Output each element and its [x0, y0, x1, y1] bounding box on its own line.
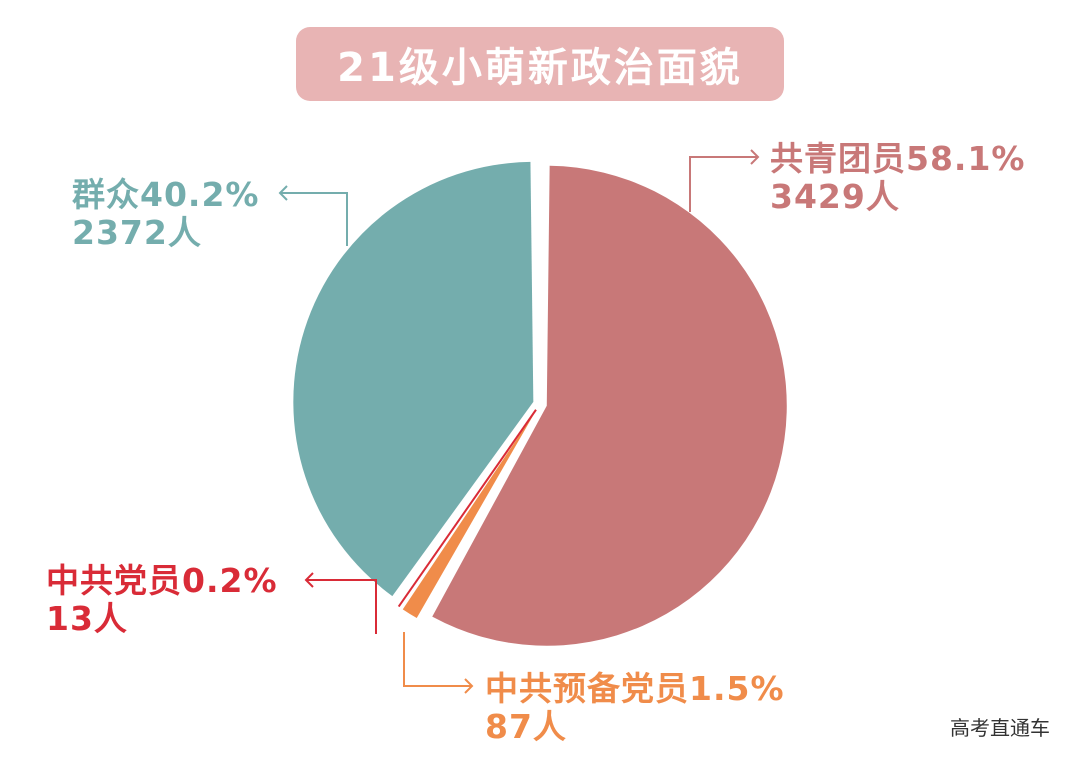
leader-arrow-qunzhong — [278, 185, 288, 201]
leader-arrow-dangyuan — [304, 572, 314, 588]
label-yubei: 中共预备党员1.5% 87人 — [485, 670, 785, 746]
label-qunzhong-percent: 40.2% — [140, 175, 260, 214]
label-qunzhong: 群众40.2% 2372人 — [72, 176, 260, 252]
label-tuanyuan-percent: 58.1% — [906, 139, 1026, 178]
label-tuanyuan: 共青团员58.1% 3429人 — [770, 140, 1026, 216]
chart-title: 21级小萌新政治面貌 — [337, 45, 743, 91]
label-tuanyuan-count: 3429人 — [770, 177, 900, 216]
label-qunzhong-name: 群众 — [72, 175, 140, 214]
label-qunzhong-count: 2372人 — [72, 213, 202, 252]
pie-slice-yubei — [402, 409, 537, 619]
watermark: 高考直通车 — [950, 716, 1050, 740]
pie-slice-tuanyuan — [432, 165, 787, 646]
label-tuanyuan-name: 共青团员 — [770, 139, 906, 178]
label-yubei-count: 87人 — [485, 707, 567, 746]
leader-line-yubei — [403, 632, 472, 687]
leader-line-dangyuan — [306, 579, 377, 634]
label-dangyuan-count: 13人 — [46, 599, 128, 638]
leader-arrow-tuanyuan — [750, 149, 760, 165]
label-dangyuan-name: 中共党员 — [46, 561, 182, 600]
leader-line-tuanyuan — [689, 156, 758, 212]
leader-line-qunzhong — [280, 192, 348, 246]
label-dangyuan-percent: 0.2% — [182, 561, 278, 600]
label-yubei-percent: 1.5% — [689, 669, 785, 708]
pie-slice-dangyuan — [397, 409, 537, 608]
chart-title-banner: 21级小萌新政治面貌 — [296, 27, 784, 101]
leader-arrow-yubei — [464, 678, 474, 694]
label-yubei-name: 中共预备党员 — [485, 669, 689, 708]
label-dangyuan: 中共党员0.2% 13人 — [46, 562, 278, 638]
pie-slice-qunzhong — [293, 161, 534, 597]
